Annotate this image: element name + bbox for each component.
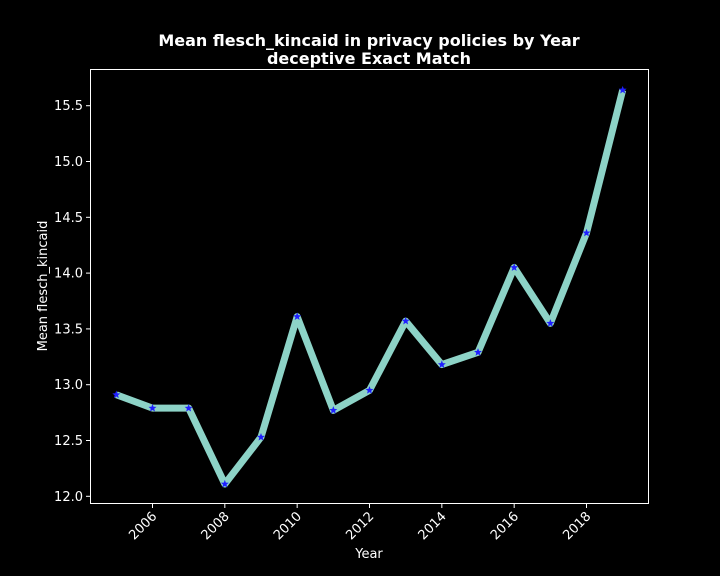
y-tick-label: 15.5 bbox=[54, 99, 83, 114]
x-tick-label: 2006 bbox=[126, 509, 160, 543]
series-markers bbox=[112, 85, 627, 488]
data-point-star bbox=[510, 263, 519, 271]
data-point-star bbox=[474, 348, 482, 356]
series-line bbox=[115, 89, 627, 488]
x-tick-label: 2008 bbox=[199, 509, 233, 543]
data-point-star bbox=[293, 312, 302, 321]
y-tick-label: 14.0 bbox=[54, 267, 83, 282]
data-point-star bbox=[257, 432, 265, 441]
x-tick-label: 2012 bbox=[343, 509, 377, 543]
x-tick-label: 2018 bbox=[560, 509, 594, 543]
y-tick-label: 14.5 bbox=[54, 211, 83, 226]
y-axis-label: Mean flesch_kincaid bbox=[36, 221, 51, 352]
data-point-star bbox=[365, 386, 374, 394]
data-point-star bbox=[184, 403, 193, 412]
data-point-star bbox=[112, 390, 121, 399]
y-tick-label: 13.5 bbox=[54, 322, 83, 337]
y-tick-label: 12.5 bbox=[54, 434, 83, 449]
data-point-star bbox=[329, 406, 338, 414]
data-point-star bbox=[618, 85, 627, 94]
x-tick-label: 2010 bbox=[271, 509, 305, 543]
y-tick-label: 12.0 bbox=[54, 490, 83, 505]
data-point-star bbox=[220, 479, 229, 488]
data-point-star bbox=[546, 319, 555, 327]
chart-title-line2: deceptive Exact Match bbox=[267, 49, 471, 68]
x-axis-ticks: 2006 2008 2010 2012 2014 2016 2018 bbox=[126, 503, 594, 543]
x-tick-label: 2016 bbox=[488, 509, 522, 543]
chart-title-line1: Mean flesch_kincaid in privacy policies … bbox=[158, 31, 579, 50]
x-tick-label: 2014 bbox=[416, 509, 450, 543]
y-tick-label: 13.0 bbox=[54, 378, 83, 393]
data-point-star bbox=[148, 403, 157, 412]
data-point-star bbox=[582, 228, 591, 237]
data-point-star bbox=[401, 316, 410, 325]
data-point-star bbox=[437, 360, 446, 369]
y-axis-ticks: 12.0 12.5 13.0 13.5 14.0 14.5 15.0 15.5 bbox=[54, 99, 91, 505]
x-axis-label: Year bbox=[354, 547, 383, 562]
y-tick-label: 15.0 bbox=[54, 155, 83, 170]
